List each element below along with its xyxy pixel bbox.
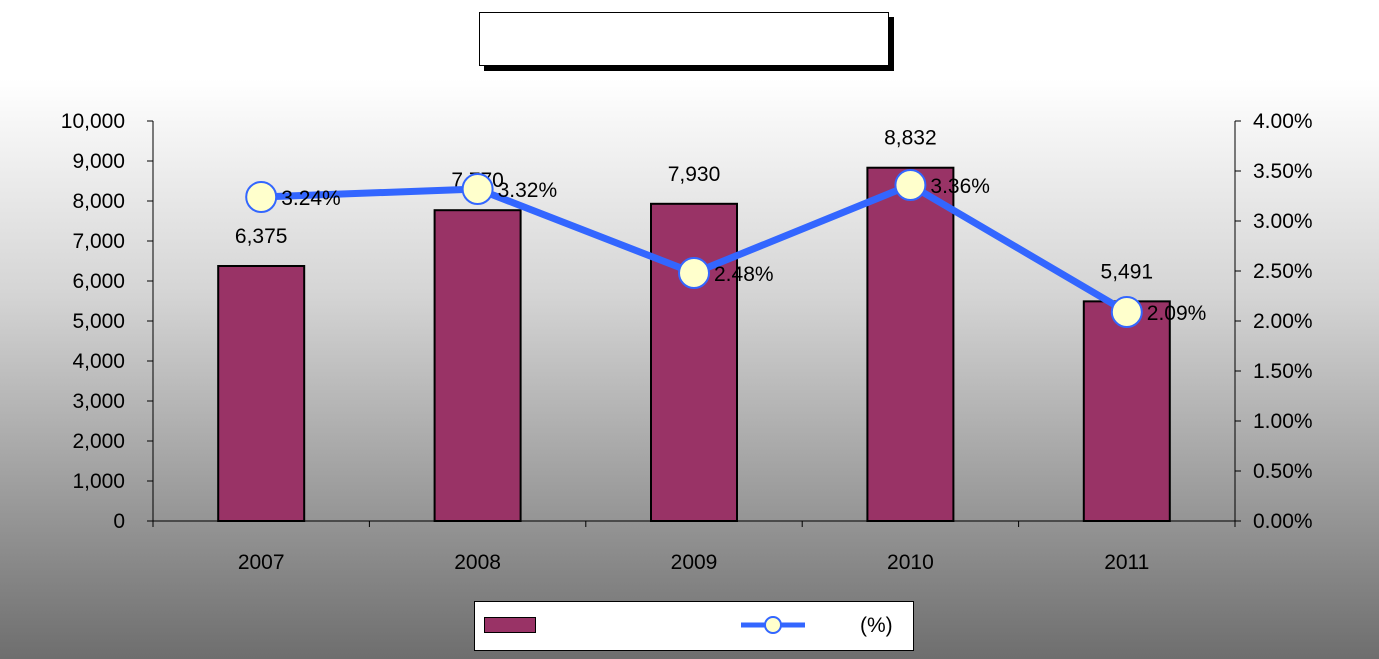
legend-bar-swatch	[484, 617, 536, 633]
line-point	[245, 181, 278, 213]
bar	[217, 265, 306, 522]
line-point	[1110, 296, 1143, 328]
x-tick-label: 2008	[454, 551, 501, 574]
bar-data-label: 7,930	[668, 163, 721, 186]
y-left-tick-label: 5,000	[72, 310, 125, 333]
y-right-tick-label: 2.50%	[1253, 260, 1313, 283]
legend-line-label: (%)	[860, 614, 893, 637]
line-point	[678, 257, 710, 289]
y-left-tick-label: 4,000	[72, 350, 125, 373]
y-right-tick-label: 0.00%	[1253, 510, 1313, 533]
line-data-label: 3.24%	[281, 187, 341, 210]
bar-data-label: 5,491	[1101, 260, 1154, 283]
line-data-label: 2.09%	[1147, 302, 1207, 325]
legend: (%)	[474, 601, 914, 651]
y-right-tick-label: 0.50%	[1253, 460, 1313, 483]
line-point	[461, 173, 494, 205]
line-data-label: 2.48%	[714, 263, 774, 286]
x-tick-label: 2011	[1104, 551, 1149, 574]
line-data-label: 3.32%	[498, 179, 558, 202]
bar-data-label: 6,375	[235, 225, 288, 248]
y-left-tick-label: 10,000	[61, 110, 125, 133]
x-tick-label: 2007	[238, 551, 285, 574]
y-right-tick-label: 2.00%	[1253, 310, 1313, 333]
bar	[433, 209, 522, 522]
y-right-tick-label: 3.50%	[1253, 160, 1313, 183]
bar-data-label: 8,832	[884, 127, 937, 150]
legend-line-marker	[764, 616, 782, 634]
y-right-tick-label: 4.00%	[1253, 110, 1313, 133]
y-left-tick-label: 1,000	[72, 470, 125, 493]
y-right-tick-label: 1.50%	[1253, 360, 1313, 383]
y-left-tick-label: 8,000	[72, 190, 125, 213]
bar	[866, 166, 955, 522]
line-data-label: 3.36%	[930, 175, 990, 198]
y-left-tick-label: 2,000	[72, 430, 125, 453]
x-tick-label: 2009	[671, 551, 718, 574]
y-right-tick-label: 3.00%	[1253, 210, 1313, 233]
y-right-tick-label: 1.00%	[1253, 410, 1313, 433]
x-tick-label: 2010	[887, 551, 934, 574]
line-point	[894, 169, 927, 201]
bar	[1082, 300, 1171, 522]
y-left-tick-label: 0	[113, 510, 125, 533]
y-left-tick-label: 7,000	[72, 230, 125, 253]
y-left-tick-label: 3,000	[72, 390, 125, 413]
y-left-tick-label: 6,000	[72, 270, 125, 293]
y-left-tick-label: 9,000	[72, 150, 125, 173]
legend-line-swatch	[741, 616, 805, 634]
chart-title-box	[479, 12, 889, 66]
bar	[650, 202, 738, 523]
